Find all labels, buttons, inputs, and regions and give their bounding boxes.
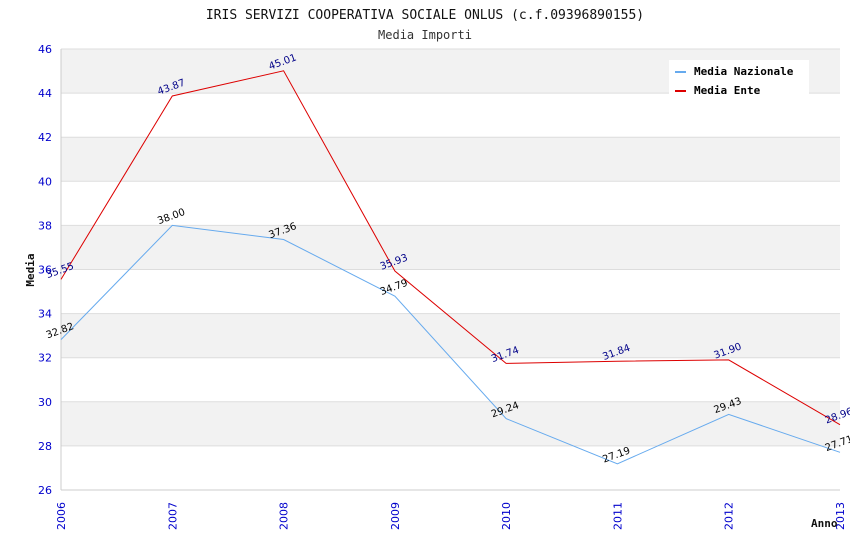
y-tick-label: 46 (38, 43, 52, 56)
plot-band (61, 225, 840, 270)
y-tick-label: 42 (38, 131, 52, 144)
series-line-media-nazionale (60, 224, 841, 465)
x-tick-label: 2013 (834, 502, 847, 530)
x-tick-label: 2012 (723, 502, 736, 530)
axes (60, 49, 840, 491)
x-tick-label: 2008 (278, 502, 291, 530)
y-tick-label: 32 (38, 352, 52, 365)
x-tick-label: 2011 (611, 502, 624, 530)
y-tick-label: 44 (38, 87, 52, 100)
plot-band (61, 269, 840, 314)
x-tick-label: 2006 (55, 502, 68, 530)
plot-band (61, 137, 840, 182)
plot-band (61, 357, 840, 402)
legend-label-media-ente: Media Ente (694, 84, 761, 97)
y-axis-title: Media (24, 253, 37, 286)
legend-box (669, 60, 809, 98)
plot-background-bands (61, 49, 840, 490)
x-axis-title: Anno (811, 517, 838, 530)
x-tick-label: 2009 (389, 502, 402, 530)
y-tick-labels: 26 28 30 32 34 36 38 40 42 44 46 (38, 43, 52, 497)
chart-subtitle: Media Importi (378, 28, 472, 42)
series-lines (60, 70, 841, 465)
y-tick-label: 36 (38, 264, 52, 277)
x-tick-labels: 2006 2007 2008 2009 2010 2011 2012 2013 (55, 502, 847, 530)
plot-band (61, 93, 840, 138)
series-line-media-ente (60, 70, 841, 426)
x-tick-label: 2010 (500, 502, 513, 530)
y-tick-label: 26 (38, 484, 52, 497)
y-tick-label: 34 (38, 308, 52, 321)
legend-label-media-nazionale: Media Nazionale (694, 65, 794, 78)
y-tick-label: 38 (38, 219, 52, 232)
plot-band (61, 401, 840, 446)
y-tick-label: 30 (38, 396, 52, 409)
y-tick-label: 40 (38, 175, 52, 188)
plot-band (61, 313, 840, 358)
plot-band (61, 181, 840, 226)
chart-title: IRIS SERVIZI COOPERATIVA SOCIALE ONLUS (… (206, 8, 644, 23)
plot-band (61, 445, 840, 490)
x-tick-label: 2007 (166, 502, 179, 530)
legend: Media Nazionale Media Ente (669, 60, 809, 98)
y-tick-label: 28 (38, 440, 52, 453)
